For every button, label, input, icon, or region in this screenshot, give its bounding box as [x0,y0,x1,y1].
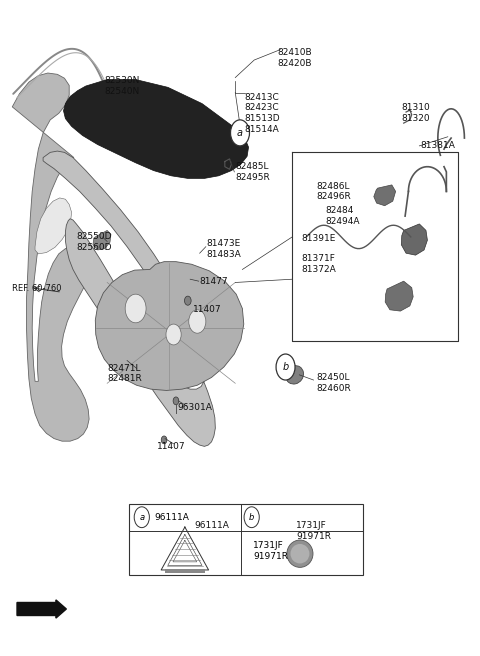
Text: 96301A: 96301A [178,403,212,412]
Text: 81477: 81477 [200,277,228,285]
PathPatch shape [12,73,92,441]
Text: 81310
81320: 81310 81320 [401,104,430,123]
Text: 82485L
82495R: 82485L 82495R [235,162,270,182]
Ellipse shape [290,544,310,564]
Text: 11407: 11407 [157,442,185,451]
Text: 11407: 11407 [192,305,221,314]
Bar [165,569,205,573]
PathPatch shape [96,262,244,390]
Circle shape [161,436,167,443]
Text: 1731JF
91971R: 1731JF 91971R [253,541,288,561]
Text: REF. 60-760: REF. 60-760 [12,285,62,293]
Circle shape [276,354,295,380]
Text: 81371F
81372A: 81371F 81372A [301,255,336,274]
PathPatch shape [385,281,413,311]
Bar [129,504,363,575]
Text: 81473E
81483A: 81473E 81483A [207,239,241,258]
Text: b: b [249,513,254,522]
Circle shape [134,507,149,527]
Circle shape [173,397,179,405]
Text: FR.: FR. [25,604,43,614]
Text: b: b [282,362,288,372]
Text: 82471L
82481R: 82471L 82481R [107,363,142,383]
Text: 96111A: 96111A [194,522,229,530]
Text: 82450L
82460R: 82450L 82460R [316,373,351,393]
Circle shape [125,294,146,323]
Circle shape [230,120,250,146]
Text: a: a [139,513,144,522]
Text: 1731JF
91971R: 1731JF 91971R [296,521,331,541]
Circle shape [189,310,206,333]
PathPatch shape [401,224,427,255]
Circle shape [244,507,259,527]
FancyArrow shape [17,600,66,618]
Text: 82484
82494A: 82484 82494A [325,206,360,226]
PathPatch shape [374,185,396,206]
PathPatch shape [93,230,111,250]
Text: 82486L
82496R: 82486L 82496R [316,182,351,201]
Text: 82530N
82540N: 82530N 82540N [105,76,140,96]
PathPatch shape [43,151,216,446]
Circle shape [166,324,181,345]
Text: 82413C
82423C
81513D
81514A: 82413C 82423C 81513D 81514A [245,92,280,134]
Text: a: a [237,128,243,138]
Text: 81391E: 81391E [301,234,336,243]
Text: 81381A: 81381A [420,142,455,150]
Circle shape [184,296,191,305]
Ellipse shape [287,540,313,567]
Text: 96111A: 96111A [154,513,189,522]
Text: 82550D
82560D: 82550D 82560D [76,232,112,252]
PathPatch shape [63,79,249,178]
PathPatch shape [35,198,72,254]
Ellipse shape [286,365,303,384]
Text: 82410B
82420B: 82410B 82420B [277,49,312,68]
